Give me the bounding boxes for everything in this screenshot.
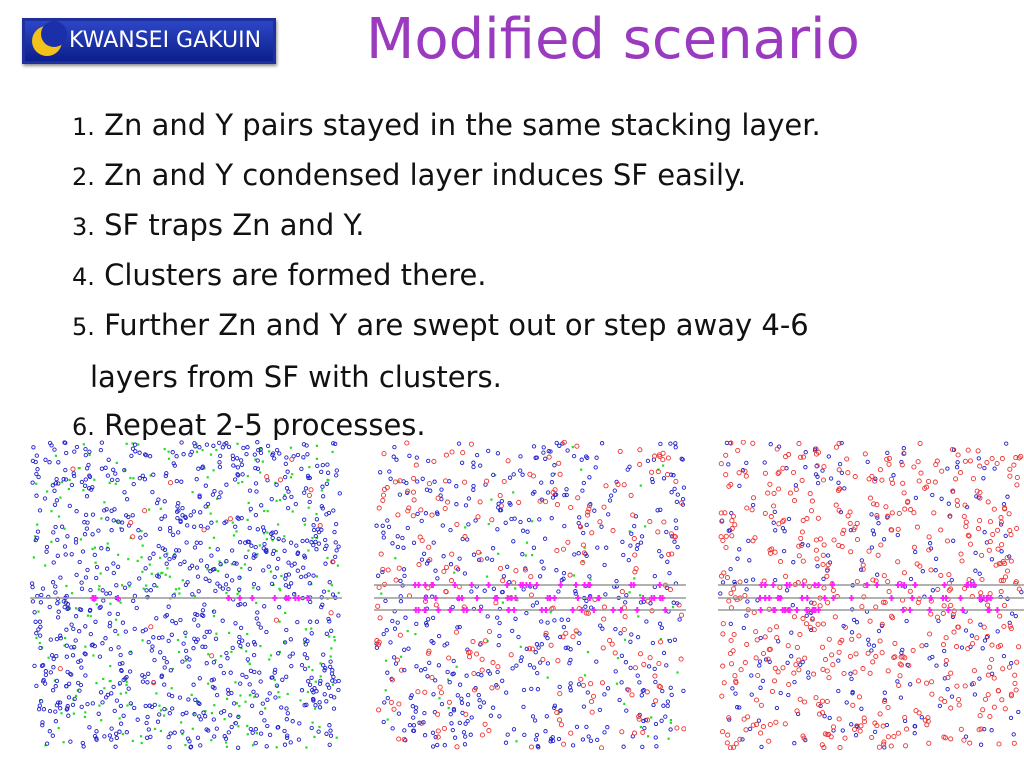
item-number: 2.	[72, 163, 95, 191]
simulation-snapshot-final	[718, 440, 1024, 750]
item-text: Clusters are formed there.	[94, 258, 487, 292]
simulation-snapshot-initial	[30, 440, 342, 750]
panel-final	[718, 440, 1024, 750]
cluster-atoms	[757, 582, 1000, 613]
list-item: 1. Zn and Y pairs stayed in the same sta…	[72, 100, 972, 150]
kwansei-gakuin-logo: KWANSEI GAKUIN	[22, 18, 276, 64]
list-item: 3. SF traps Zn and Y.	[72, 200, 972, 250]
panel-initial	[30, 440, 342, 750]
item-number: 4.	[72, 263, 95, 291]
item-number: 3.	[72, 213, 95, 241]
item-number: 5.	[72, 313, 95, 341]
cluster-atoms	[412, 582, 668, 613]
list-item: 2. Zn and Y condensed layer induces SF e…	[72, 150, 972, 200]
item-text: SF traps Zn and Y.	[94, 208, 365, 242]
item-text: Zn and Y pairs stayed in the same stacki…	[94, 108, 821, 142]
panel-intermediate	[374, 440, 686, 750]
simulation-snapshot-intermediate	[374, 440, 686, 750]
atom-scatter	[30, 440, 342, 750]
item-text-continuation: layers from SF with clusters.	[90, 360, 502, 394]
list-item: 6. Repeat 2-5 processes.	[72, 400, 972, 450]
stacking-fault-lines	[374, 584, 686, 611]
simulation-panels	[0, 440, 1024, 768]
crescent-moon-icon	[32, 21, 67, 56]
item-number: 1.	[72, 113, 95, 141]
scenario-list: 1. Zn and Y pairs stayed in the same sta…	[72, 100, 972, 450]
item-text: Further Zn and Y are swept out or step a…	[94, 308, 809, 342]
list-item: 4. Clusters are formed there.	[72, 250, 972, 300]
logo-text: KWANSEI GAKUIN	[69, 28, 262, 53]
atom-scatter	[374, 440, 686, 750]
page-title: Modified scenario	[366, 7, 860, 72]
item-text: Zn and Y condensed layer induces SF easi…	[94, 158, 747, 192]
cluster-atoms	[90, 595, 310, 601]
item-text: Repeat 2-5 processes.	[94, 408, 426, 442]
list-item: 5. Further Zn and Y are swept out or ste…	[72, 300, 972, 400]
item-number: 6.	[72, 413, 95, 441]
